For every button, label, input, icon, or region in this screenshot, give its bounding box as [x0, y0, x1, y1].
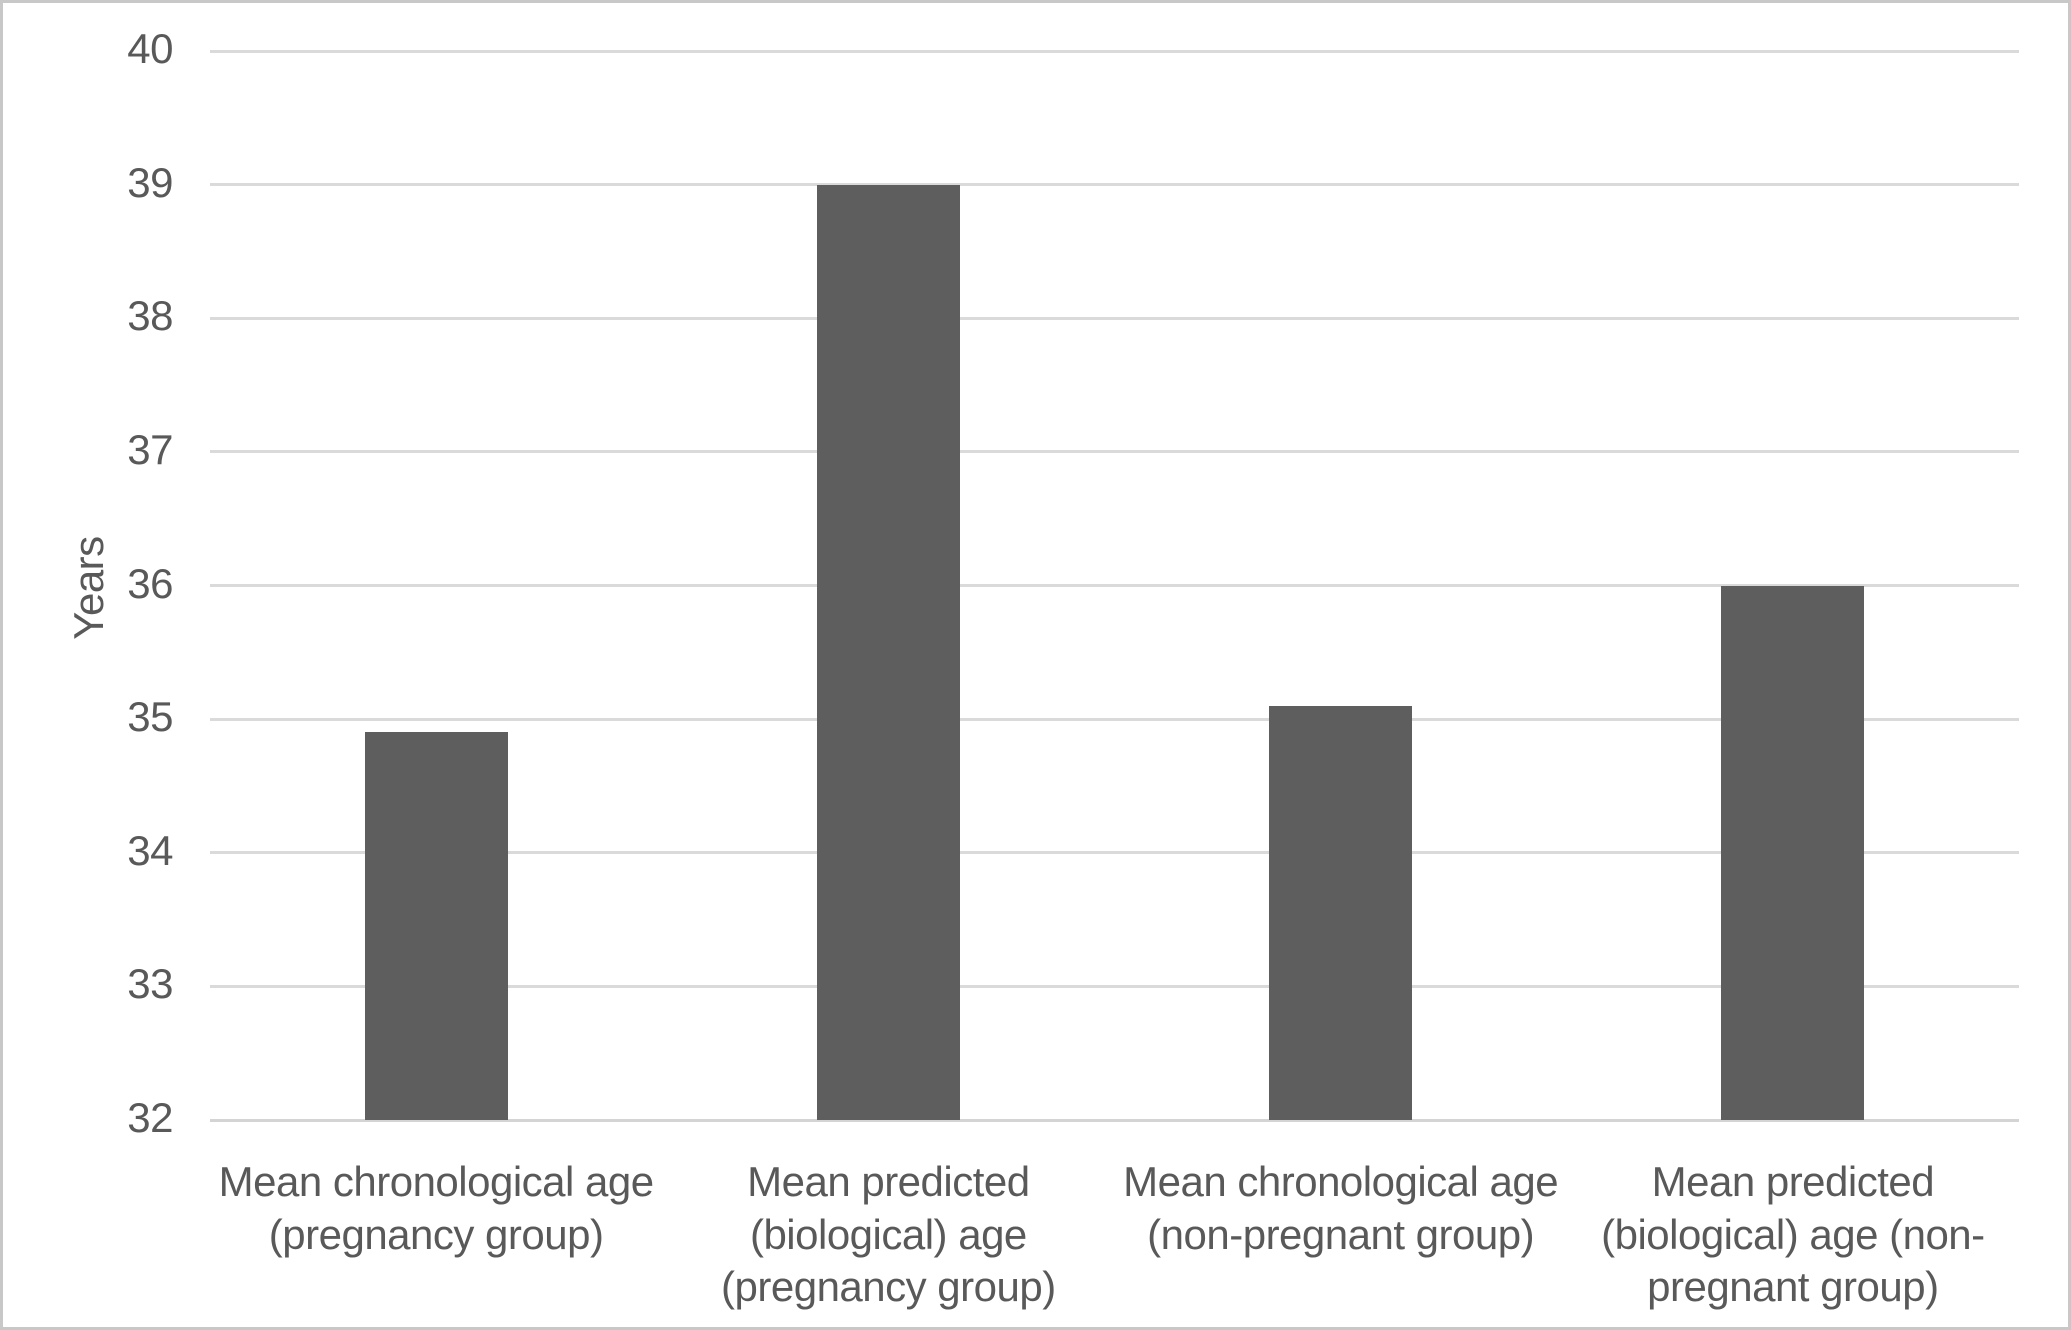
gridline	[210, 450, 2019, 454]
y-tick-label: 39	[127, 158, 173, 206]
gridline	[210, 584, 2019, 587]
x-category-label-line: (non-pregnant group)	[1147, 1210, 1535, 1258]
x-category-label-line: (pregnancy group)	[721, 1263, 1056, 1310]
x-category-label: Mean chronological age (non-pregnant grou…	[1115, 1156, 1567, 1261]
gridline	[210, 183, 2019, 187]
x-category-label-line: (biological) age	[749, 1210, 1027, 1258]
y-tick-label: 35	[127, 693, 173, 741]
x-category-label-line: Mean chronological age	[1123, 1158, 1559, 1205]
bar	[1721, 585, 1865, 1120]
y-tick-label: 36	[127, 559, 173, 607]
x-category-label-line: Mean predicted	[747, 1158, 1030, 1205]
gridline	[210, 49, 2019, 53]
y-tick-label: 32	[127, 1094, 173, 1142]
gridline	[210, 717, 2019, 721]
y-tick-label: 38	[127, 292, 173, 340]
gridline	[210, 316, 2019, 320]
x-category-label: Mean predicted (biological) age (non-preg…	[1567, 1156, 2019, 1314]
x-category-label-line: (biological) age (non-	[1601, 1210, 1985, 1258]
bar	[364, 732, 508, 1120]
gridline	[210, 851, 2019, 855]
bar	[1269, 705, 1413, 1120]
x-axis-line	[210, 1118, 2019, 1122]
gridline	[210, 984, 2019, 988]
x-category-label: Mean chronological age (pregnancy group)	[210, 1156, 662, 1261]
y-tick-label: 37	[127, 425, 173, 473]
x-category-label: Mean predicted (biological) age (pregnancy…	[662, 1156, 1114, 1314]
y-tick-label: 33	[127, 960, 173, 1008]
y-tick-label: 34	[127, 826, 173, 874]
y-tick-label: 40	[127, 25, 173, 73]
x-category-label-line: Mean predicted	[1651, 1158, 1935, 1205]
x-category-label-line: (pregnancy group)	[268, 1210, 604, 1258]
x-category-label-line: Mean chronological age	[218, 1158, 654, 1205]
bar	[816, 184, 960, 1120]
x-category-label-line: pregnant group)	[1647, 1263, 1939, 1310]
